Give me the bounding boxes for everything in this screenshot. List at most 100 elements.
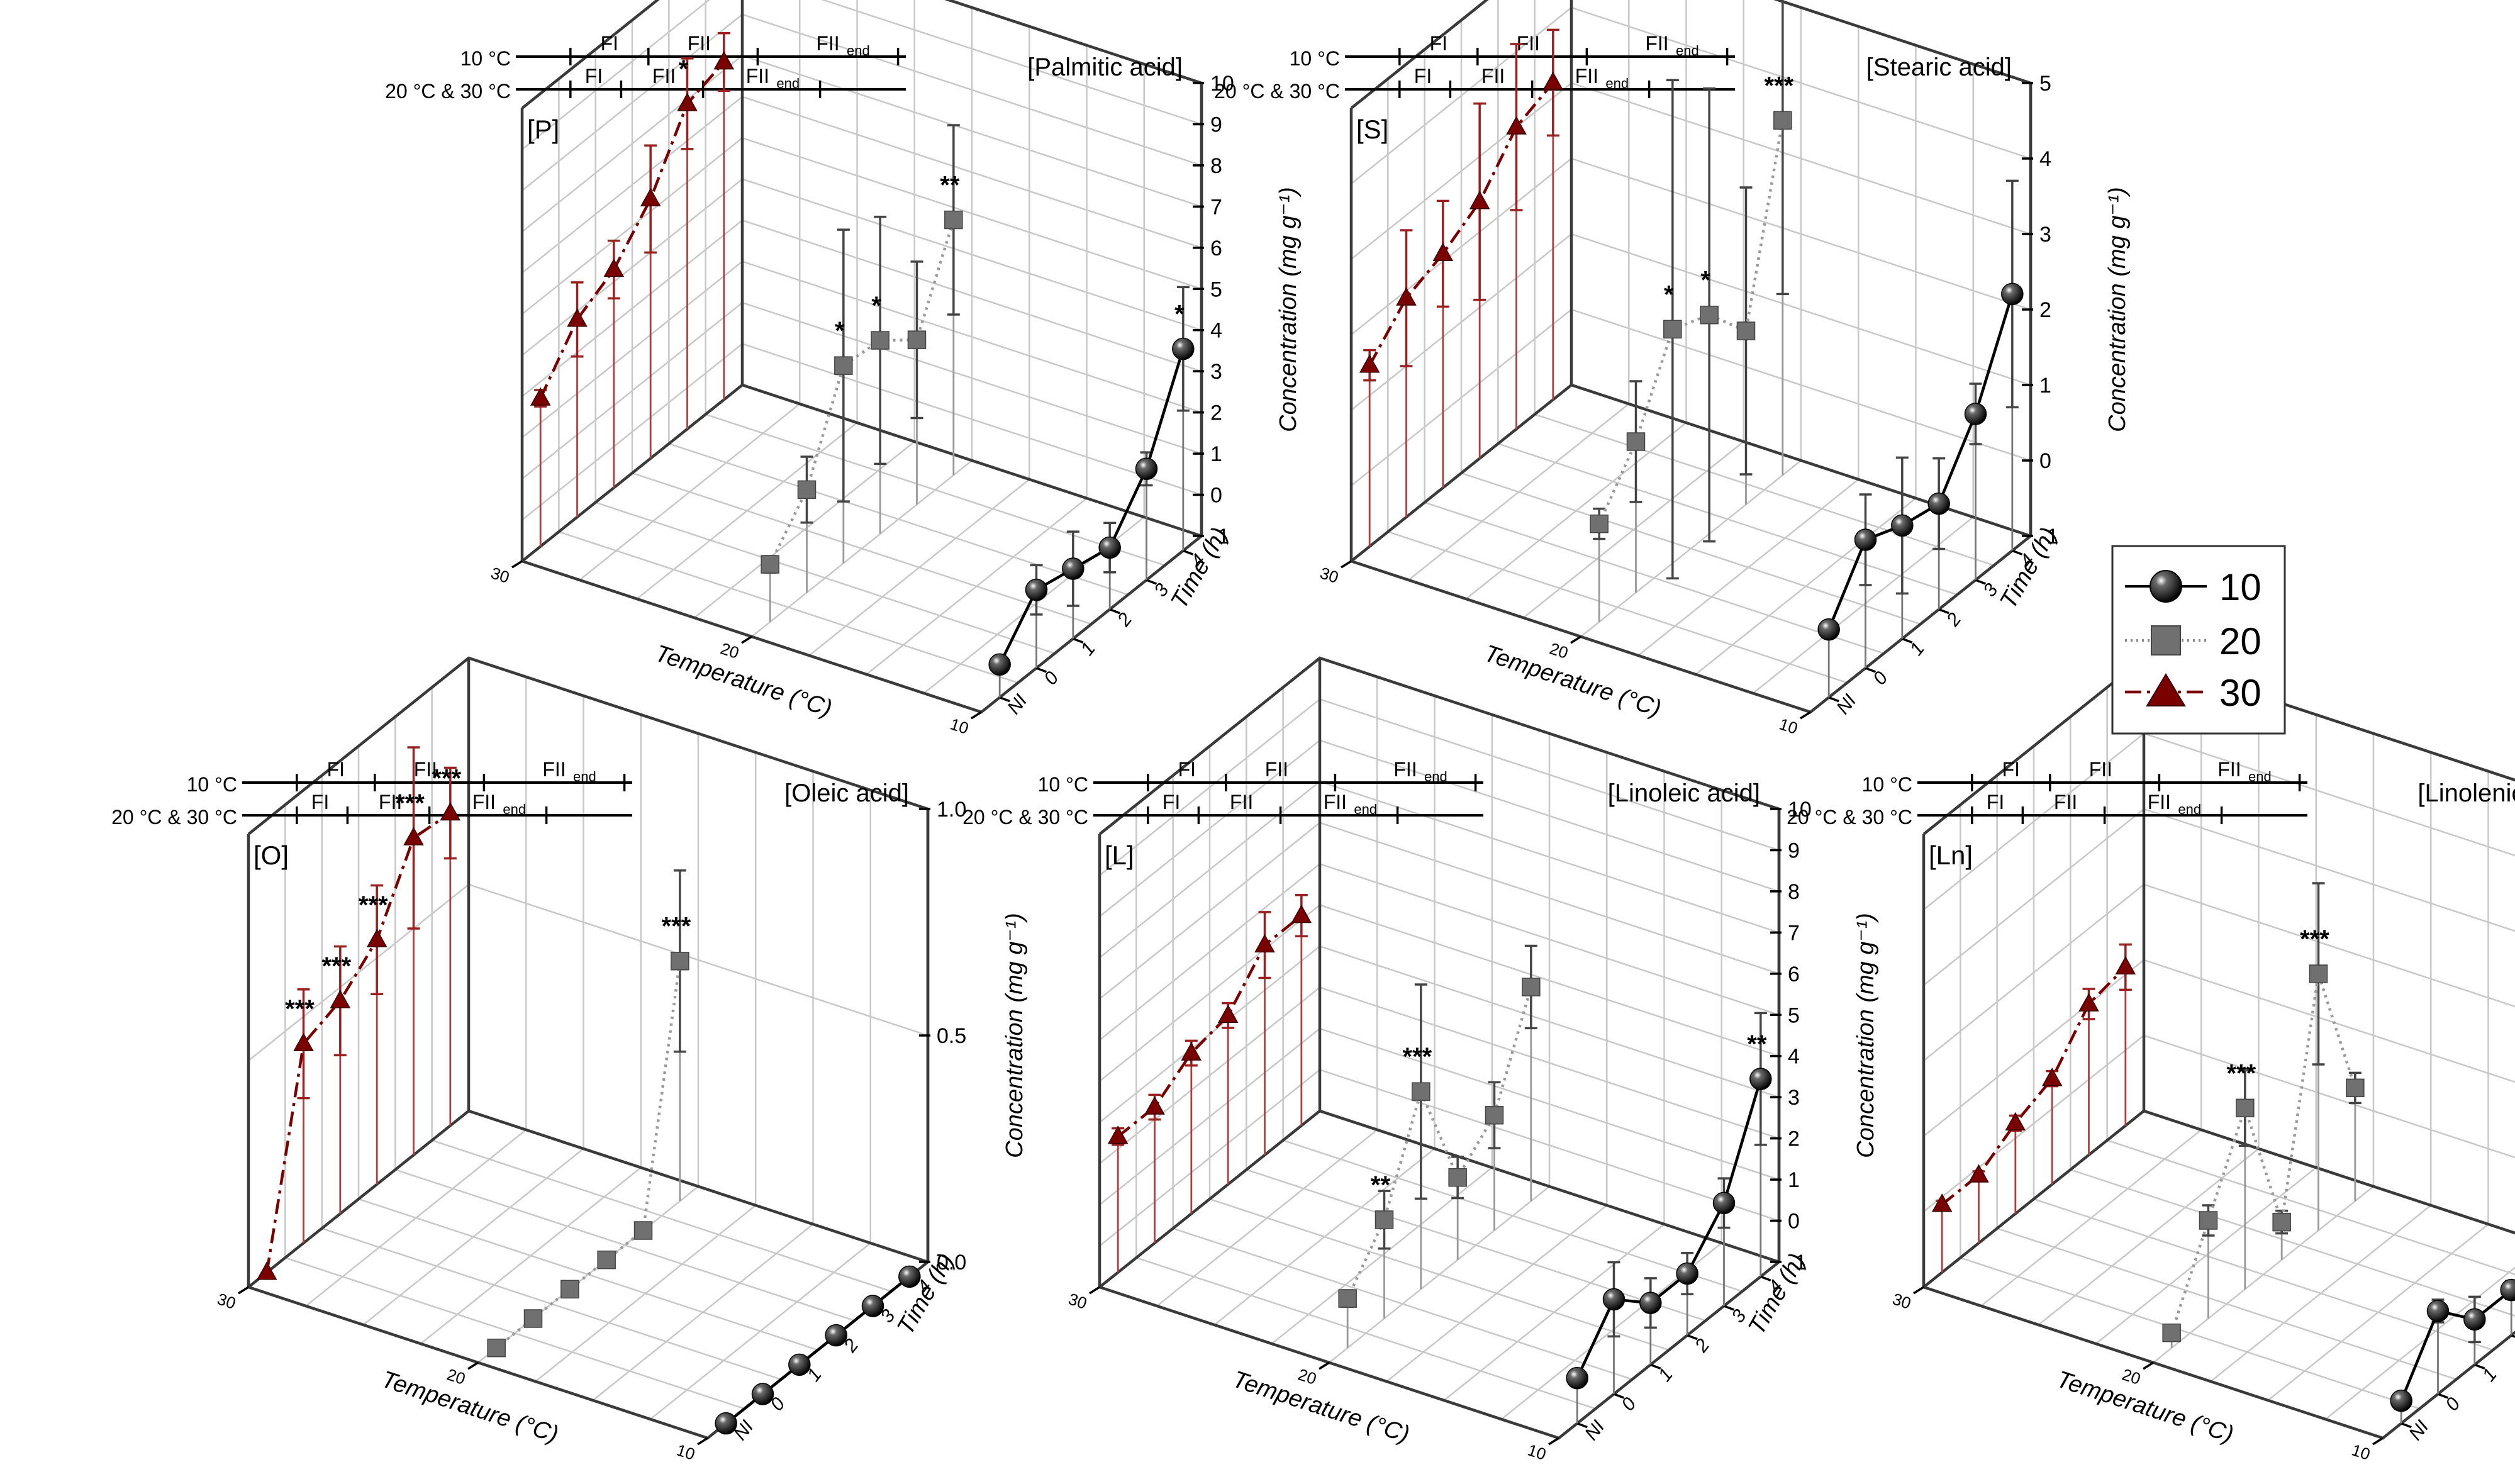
concentration-axis-label: Concentration (mg g⁻¹) — [1275, 187, 1302, 432]
series-line-20 — [495, 961, 682, 1349]
phase-label: FII — [746, 65, 769, 87]
gridline-floor — [751, 460, 973, 637]
marker-20 — [1626, 432, 1646, 451]
phase-row-label: 10 °C — [1862, 773, 1912, 796]
temperature-axis: 30 20 10 Temperature (°C) — [215, 1286, 708, 1464]
panel-ln: 0102030405060Concentration (mg g⁻¹)30201… — [1787, 656, 2515, 1464]
marker-20 — [907, 330, 927, 349]
phase-label: FI — [601, 32, 618, 55]
time-tick-label: 0 — [1617, 1393, 1640, 1415]
gridline-y — [521, 13, 1202, 191]
marker-20 — [560, 1280, 579, 1299]
temperature-axis-label: Temperature (°C) — [2053, 1366, 2236, 1448]
phase-label: FII — [2217, 758, 2241, 781]
gridline-y — [521, 137, 1202, 315]
phase-label: FI — [327, 758, 345, 781]
phase-label-subscript: end — [1605, 75, 1629, 91]
phase-label: FII — [688, 32, 711, 55]
temperature-tick-label: 10 — [1525, 1440, 1549, 1463]
phase-label: FI — [1163, 791, 1180, 813]
time-tick-label: NI — [1832, 691, 1860, 718]
marker-10 — [751, 1383, 774, 1405]
marker-10 — [1927, 492, 1950, 515]
concentration-axis: -1 0 1 2 3 4 5 Concentration (mg g⁻¹) — [2022, 72, 2131, 549]
temperature-tick-label: 10 — [1777, 714, 1800, 737]
marker-10 — [988, 653, 1011, 676]
gridline-y — [521, 96, 1202, 274]
marker-30 — [1144, 1096, 1165, 1115]
temperature-axis-label: Temperature (°C) — [1229, 1366, 1412, 1448]
time-tick — [1650, 1363, 1661, 1370]
phase-label: FII — [542, 758, 566, 781]
time-tick — [1723, 1305, 1735, 1311]
marker-30 — [1396, 287, 1417, 306]
temperature-axis: 30 20 10 Temperature (°C) — [1890, 1286, 2384, 1464]
marker-20 — [1663, 320, 1682, 339]
phase-label: FI — [585, 65, 603, 87]
gridline-y — [1099, 781, 1780, 959]
marker-20 — [871, 331, 889, 350]
panel-tag: [P] — [527, 114, 559, 144]
y-tick-label: 3 — [2039, 223, 2051, 247]
temperature-tick-label: 30 — [1318, 563, 1341, 586]
phase-row-label: 10 °C — [1290, 47, 1340, 70]
axis-frame-edge — [2143, 1109, 2515, 1235]
phase-label: FI — [1430, 32, 1447, 55]
legend-marker-10 — [2150, 570, 2182, 603]
significance-label: * — [871, 292, 881, 320]
axis-frame-edge — [1922, 1110, 2145, 1288]
marker-20 — [597, 1250, 616, 1269]
time-tick — [999, 696, 1010, 703]
gridline-y — [521, 260, 1202, 438]
marker-10 — [1854, 528, 1877, 551]
legend-entry-10: 10 — [2125, 566, 2261, 608]
marker-20 — [834, 356, 853, 375]
gridline-y — [1099, 1069, 1780, 1247]
time-tick — [1902, 637, 1913, 644]
temperature-tick — [1341, 560, 1352, 569]
marker-10 — [1817, 618, 1840, 641]
marker-10 — [788, 1353, 811, 1376]
temperature-axis-label: Temperature (°C) — [1481, 640, 1664, 722]
gridline-y — [1923, 883, 2515, 1061]
time-tick — [2437, 1393, 2449, 1399]
axis-frame-top — [1922, 656, 2515, 835]
gridline-floor — [1386, 1205, 1608, 1382]
phase-label: FII — [414, 758, 437, 781]
gridline-floor — [1695, 498, 1917, 675]
significance-label: ** — [940, 172, 960, 199]
axis-frame-floor — [1098, 834, 1780, 1440]
marker-10 — [1025, 578, 1048, 601]
gridline-floor — [808, 479, 1030, 656]
phase-label-subscript: end — [1354, 801, 1377, 817]
y-tick-label: 1 — [2039, 374, 2051, 398]
gridline-y — [1099, 1110, 1780, 1288]
marker-20 — [1773, 111, 1792, 130]
y-tick-label: 1.0 — [937, 798, 966, 822]
marker-10 — [1098, 536, 1121, 559]
gridline-floor — [1443, 1224, 1665, 1401]
marker-30 — [567, 308, 588, 327]
phase-label-subscript: end — [776, 75, 800, 91]
legend: 10 20 30 — [2111, 545, 2286, 735]
panel-tag: [Ln] — [1929, 840, 1973, 870]
axis-frame-floor — [520, 108, 1203, 714]
panel-tag: [S] — [1356, 114, 1388, 144]
axis-frame-edge — [1571, 383, 2031, 538]
marker-30 — [1217, 1004, 1239, 1024]
y-tick-label: -1 — [2039, 525, 2058, 549]
phase-label-subscript: end — [1424, 769, 1447, 784]
marker-10 — [2390, 1389, 2412, 1412]
marker-20 — [2346, 1078, 2365, 1098]
significance-label: *** — [2300, 925, 2329, 953]
time-tick — [1576, 1422, 1588, 1429]
gridline-floor — [2210, 1205, 2432, 1382]
temperature-tick — [1800, 711, 1811, 720]
legend-label-10: 10 — [2219, 566, 2261, 608]
marker-20 — [1338, 1289, 1357, 1308]
gridline-y — [1351, 384, 2031, 562]
concentration-axis: -1 0 1 2 3 4 5 6 7 8 9 10 Concentration (mg g⁻¹) — [1770, 798, 1879, 1275]
